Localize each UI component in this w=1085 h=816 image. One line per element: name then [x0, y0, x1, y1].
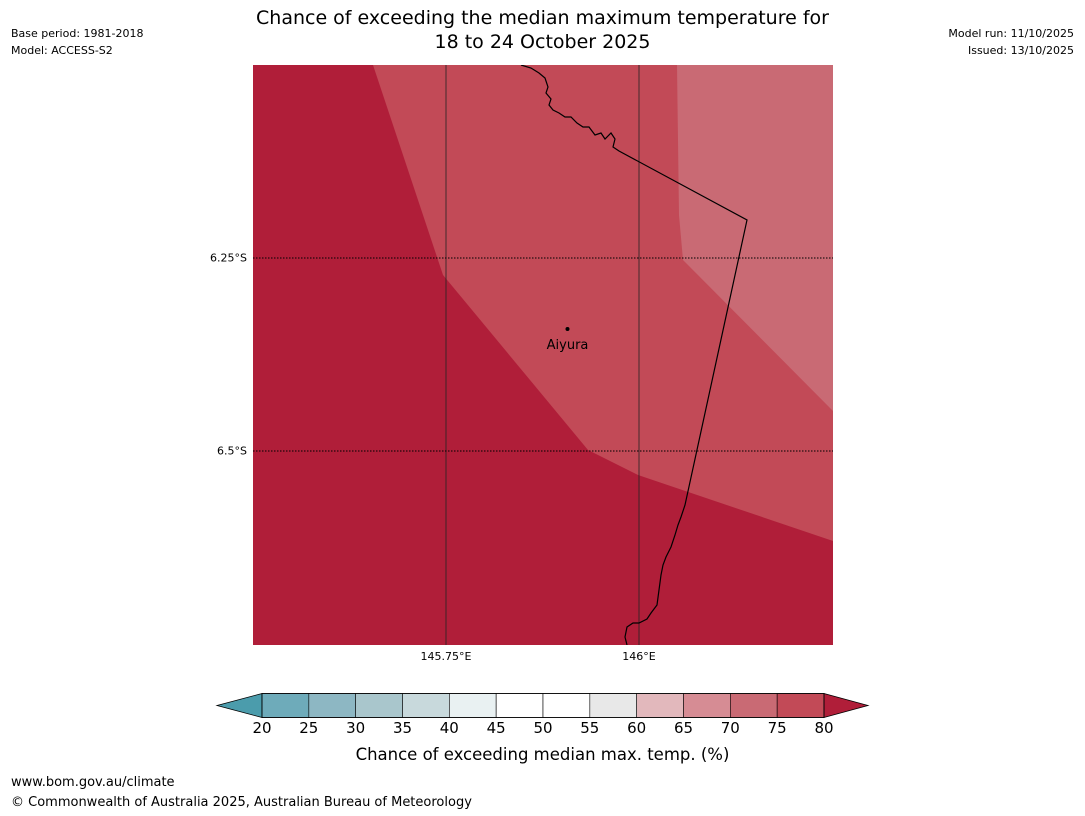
footer-url: www.bom.gov.au/climate [11, 775, 175, 790]
map-title: Chance of exceeding the median maximum t… [0, 6, 1085, 54]
lon-label-145-75: 145.75°E [420, 650, 472, 663]
colorbar-tick: 65 [673, 719, 694, 737]
colorbar-tick: 55 [580, 719, 600, 737]
colorbar-segment [402, 693, 450, 718]
colorbar-tick: 25 [299, 719, 319, 737]
lon-label-146: 146°E [622, 650, 656, 663]
colorbar-tick: 20 [252, 719, 272, 737]
colorbar-segment [449, 693, 497, 718]
town-label: Aiyura [547, 338, 589, 353]
town-marker [565, 327, 570, 331]
colorbar-tick: 80 [814, 719, 834, 737]
model-text: Model: ACCESS-S2 [11, 44, 113, 57]
colorbar-segment [776, 693, 825, 718]
colorbar-segment [308, 693, 356, 718]
model-run-text: Model run: 11/10/2025 [948, 27, 1074, 40]
colorbar-segment [355, 693, 403, 718]
colorbar-arrow-low [215, 692, 263, 719]
colorbar-arrow-high [823, 692, 870, 719]
colorbar-tick: 40 [439, 719, 459, 737]
lat-label-6-25: 6.25°S [210, 251, 247, 265]
colorbar-segment [495, 693, 544, 718]
colorbar-segment [589, 693, 637, 718]
title-line-2: 18 to 24 October 2025 [434, 31, 651, 53]
colorbar-segment [730, 693, 778, 718]
colorbar-segment [636, 693, 684, 718]
region-70-75 [677, 65, 833, 411]
header-left: Base period: 1981-2018 Model: ACCESS-S2 [11, 25, 143, 59]
colorbar-tick: 60 [627, 719, 647, 737]
colorbar-tick: 30 [346, 719, 366, 737]
colorbar-tick: 50 [533, 719, 553, 737]
base-period-text: Base period: 1981-2018 [11, 27, 144, 40]
colorbar-segments [261, 693, 825, 718]
colorbar-segment [542, 693, 591, 718]
header-right: Model run: 11/10/2025 Issued: 13/10/2025 [948, 25, 1074, 59]
colorbar-tick: 35 [392, 719, 413, 737]
forecast-map: Aiyura [253, 65, 833, 645]
issued-text: Issued: 13/10/2025 [967, 44, 1074, 57]
colorbar [215, 692, 870, 719]
colorbar-segment [683, 693, 731, 718]
colorbar-tick: 75 [767, 719, 787, 737]
colorbar-segment [261, 693, 310, 718]
lat-label-6-5: 6.5°S [217, 444, 247, 458]
colorbar-tick: 70 [720, 719, 740, 737]
title-line-1: Chance of exceeding the median maximum t… [256, 7, 829, 29]
province-border [520, 65, 748, 645]
colorbar-label: Chance of exceeding median max. temp. (%… [355, 745, 730, 764]
colorbar-outline [261, 693, 825, 718]
footer-copyright: © Commonwealth of Australia 2025, Austra… [11, 795, 472, 810]
colorbar-tick: 45 [486, 719, 506, 737]
